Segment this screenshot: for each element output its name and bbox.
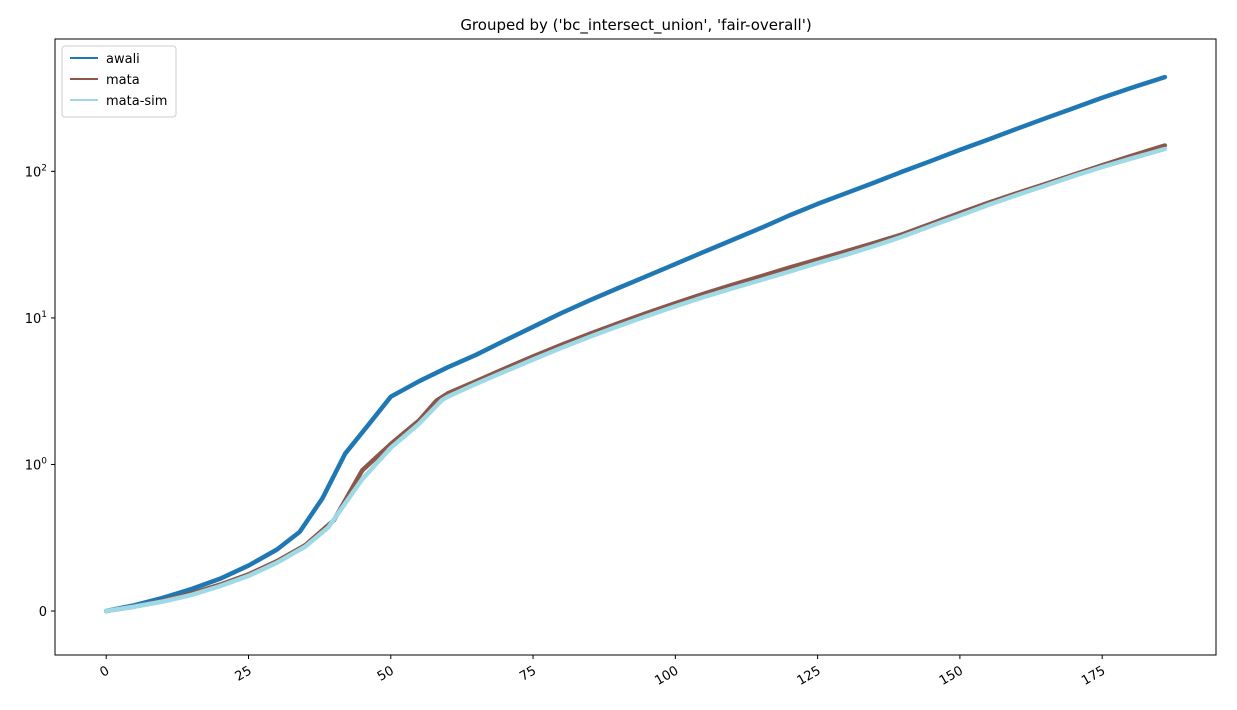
legend-label-mata: mata xyxy=(106,73,140,88)
legend: awali mata mata-sim xyxy=(61,45,177,118)
legend-label-awali: awali xyxy=(106,52,140,67)
y-tick-label: 102 xyxy=(25,163,47,180)
y-tick-label: 0 xyxy=(39,605,47,620)
legend-label-mata-sim: mata-sim xyxy=(106,94,167,109)
y-tick-label: 101 xyxy=(25,310,47,327)
x-tick-label: 50 xyxy=(375,663,397,684)
series-line-mata-sim xyxy=(103,146,1168,614)
x-tick-label: 75 xyxy=(517,663,539,684)
y-axis: 0 100 101 102 xyxy=(25,163,55,620)
axes-frame xyxy=(54,38,1217,656)
x-tick-label: 25 xyxy=(233,663,255,684)
series-line-awali xyxy=(103,74,1168,614)
plot-area xyxy=(103,74,1168,614)
chart-title: Grouped by ('bc_intersect_union', 'fair-… xyxy=(460,16,811,35)
y-tick-label: 100 xyxy=(25,456,48,473)
